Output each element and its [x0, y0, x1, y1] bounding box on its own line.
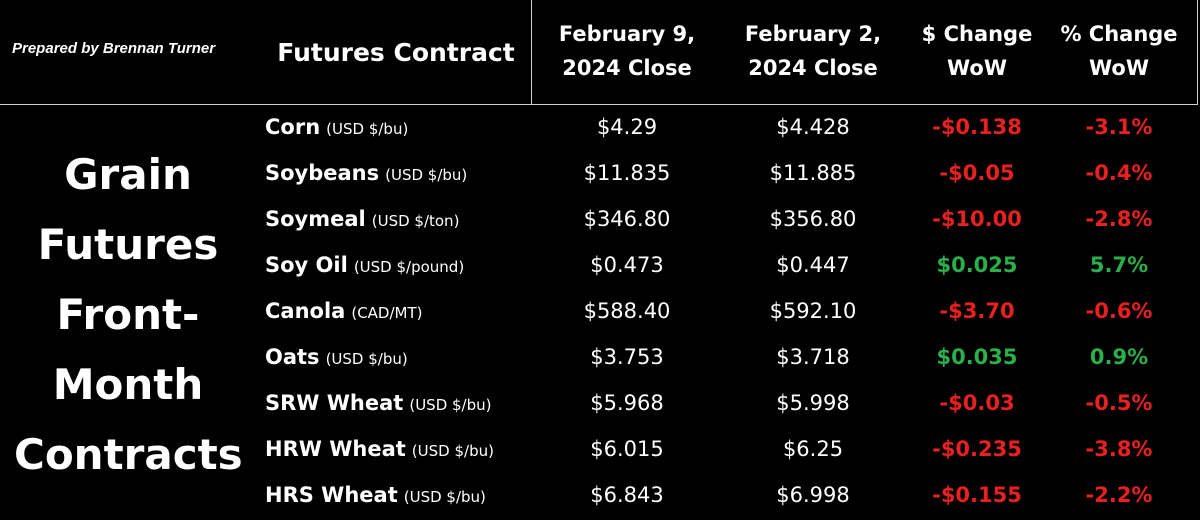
- dollar-change-value: -$10.00: [932, 207, 1022, 231]
- feb2-close-value: $4.428: [776, 115, 850, 139]
- header-feb9-line1: February 9,: [558, 22, 696, 46]
- side-title-line: Grain: [64, 150, 192, 199]
- contract-name: Oats (USD $/bu): [265, 334, 408, 380]
- header-dollar-change: $ Change WoW: [906, 17, 1048, 85]
- contract-label: Soymeal: [265, 207, 366, 231]
- feb2-close-value: $5.998: [776, 391, 850, 415]
- table-row: Soymeal (USD $/ton) $346.80 $356.80 -$10.00 -…: [0, 196, 1200, 242]
- side-title: Grain Futures Front- Month Contracts: [14, 140, 243, 490]
- feb2-close-value: $3.718: [776, 345, 850, 369]
- pct-change-value: -2.8%: [1085, 207, 1153, 231]
- table-row: Canola (CAD/MT) $588.40 $592.10 -$3.70 -0.6%: [0, 288, 1200, 334]
- side-title-line: Contracts: [14, 430, 243, 479]
- contract-unit: (USD $/bu): [409, 396, 492, 414]
- dollar-change-value: -$0.155: [932, 483, 1022, 507]
- dollar-change-value: $0.035: [936, 345, 1018, 369]
- pct-change-value: -2.2%: [1085, 483, 1153, 507]
- feb2-close-value: $11.885: [769, 161, 857, 185]
- header-dollar-change-line1: $ Change: [921, 22, 1033, 46]
- contract-unit: (USD $/ton): [371, 212, 460, 230]
- table-row: Soybeans (USD $/bu) $11.835 $11.885 -$0.05 -0…: [0, 150, 1200, 196]
- feb9-close-value: $6.843: [590, 483, 664, 507]
- dollar-change-value: -$0.05: [939, 161, 1015, 185]
- dollar-change-value: -$0.138: [932, 115, 1022, 139]
- feb9-close-value: $6.015: [590, 437, 664, 461]
- header-feb9-line2: 2024 Close: [562, 56, 692, 80]
- feb2-close-value: $0.447: [776, 253, 850, 277]
- feb2-close-value: $356.80: [769, 207, 857, 231]
- feb9-close-value: $11.835: [583, 161, 671, 185]
- contract-name: HRS Wheat (USD $/bu): [265, 472, 486, 518]
- contract-label: Canola: [265, 299, 346, 323]
- contract-name: Soymeal (USD $/ton): [265, 196, 459, 242]
- contract-unit: (USD $/bu): [403, 488, 486, 506]
- pct-change-value: 0.9%: [1089, 345, 1149, 369]
- contract-label: HRS Wheat: [265, 483, 398, 507]
- contract-label: SRW Wheat: [265, 391, 404, 415]
- side-title-line: Front-: [56, 290, 200, 339]
- table-row: HRS Wheat (USD $/bu) $6.843 $6.998 -$0.155 -2…: [0, 472, 1200, 518]
- feb9-close-value: $3.753: [590, 345, 664, 369]
- pct-change-value: -0.6%: [1085, 299, 1153, 323]
- header-bottom-rule: [0, 104, 1198, 105]
- table-row: Corn (USD $/bu) $4.29 $4.428 -$0.138 -3.1%: [0, 104, 1200, 150]
- contract-unit: (CAD/MT): [351, 304, 423, 322]
- header-feb9-close: February 9, 2024 Close: [534, 17, 720, 85]
- dollar-change-value: -$0.03: [939, 391, 1015, 415]
- dollar-change-value: $0.025: [936, 253, 1018, 277]
- contract-unit: (USD $/pound): [353, 258, 465, 276]
- pct-change-value: 5.7%: [1089, 253, 1149, 277]
- author-credit: Prepared by Brennan Turner: [12, 40, 216, 57]
- side-title-line: Futures: [37, 220, 219, 269]
- contract-name: SRW Wheat (USD $/bu): [265, 380, 492, 426]
- contract-unit: (USD $/bu): [411, 442, 494, 460]
- feb2-close-value: $592.10: [769, 299, 857, 323]
- pct-change-value: -0.5%: [1085, 391, 1153, 415]
- contract-name: Canola (CAD/MT): [265, 288, 423, 334]
- contract-unit: (USD $/bu): [385, 166, 468, 184]
- feb9-close-value: $5.968: [590, 391, 664, 415]
- table-row: HRW Wheat (USD $/bu) $6.015 $6.25 -$0.235 -3.…: [0, 426, 1200, 472]
- side-title-line: Month: [52, 360, 204, 409]
- header-pct-change-line2: WoW: [1088, 56, 1149, 80]
- header-divider-left: [531, 0, 532, 104]
- feb2-close-value: $6.998: [776, 483, 850, 507]
- pct-change-value: -3.1%: [1085, 115, 1153, 139]
- header-feb2-close: February 2, 2024 Close: [720, 17, 906, 85]
- contract-label: Oats: [265, 345, 320, 369]
- contract-name: Soy Oil (USD $/pound): [265, 242, 464, 288]
- contract-label: HRW Wheat: [265, 437, 406, 461]
- header-dollar-change-line2: WoW: [946, 56, 1007, 80]
- header-pct-change-line1: % Change: [1060, 22, 1178, 46]
- header-feb2-line1: February 2,: [744, 22, 882, 46]
- contract-unit: (USD $/bu): [326, 120, 409, 138]
- dollar-change-value: -$0.235: [932, 437, 1022, 461]
- table-row: Soy Oil (USD $/pound) $0.473 $0.447 $0.025 5.…: [0, 242, 1200, 288]
- header-pct-change: % Change WoW: [1048, 17, 1190, 85]
- feb9-close-value: $588.40: [583, 299, 671, 323]
- header-divider-right: [1197, 0, 1198, 104]
- contract-label: Corn: [265, 115, 321, 139]
- contract-unit: (USD $/bu): [325, 350, 408, 368]
- dollar-change-value: -$3.70: [939, 299, 1015, 323]
- feb9-close-value: $346.80: [583, 207, 671, 231]
- contract-name: HRW Wheat (USD $/bu): [265, 426, 494, 472]
- table-row: SRW Wheat (USD $/bu) $5.968 $5.998 -$0.03 -0.…: [0, 380, 1200, 426]
- feb9-close-value: $0.473: [590, 253, 664, 277]
- contract-label: Soy Oil: [265, 253, 348, 277]
- pct-change-value: -3.8%: [1085, 437, 1153, 461]
- header-feb2-line2: 2024 Close: [748, 56, 878, 80]
- feb2-close-value: $6.25: [782, 437, 844, 461]
- feb9-close-value: $4.29: [596, 115, 658, 139]
- contract-name: Soybeans (USD $/bu): [265, 150, 467, 196]
- pct-change-value: -0.4%: [1085, 161, 1153, 185]
- contract-label: Soybeans: [265, 161, 380, 185]
- contract-name: Corn (USD $/bu): [265, 104, 408, 150]
- header-futures-contract: Futures Contract: [277, 38, 515, 67]
- table-row: Oats (USD $/bu) $3.753 $3.718 $0.035 0.9%: [0, 334, 1200, 380]
